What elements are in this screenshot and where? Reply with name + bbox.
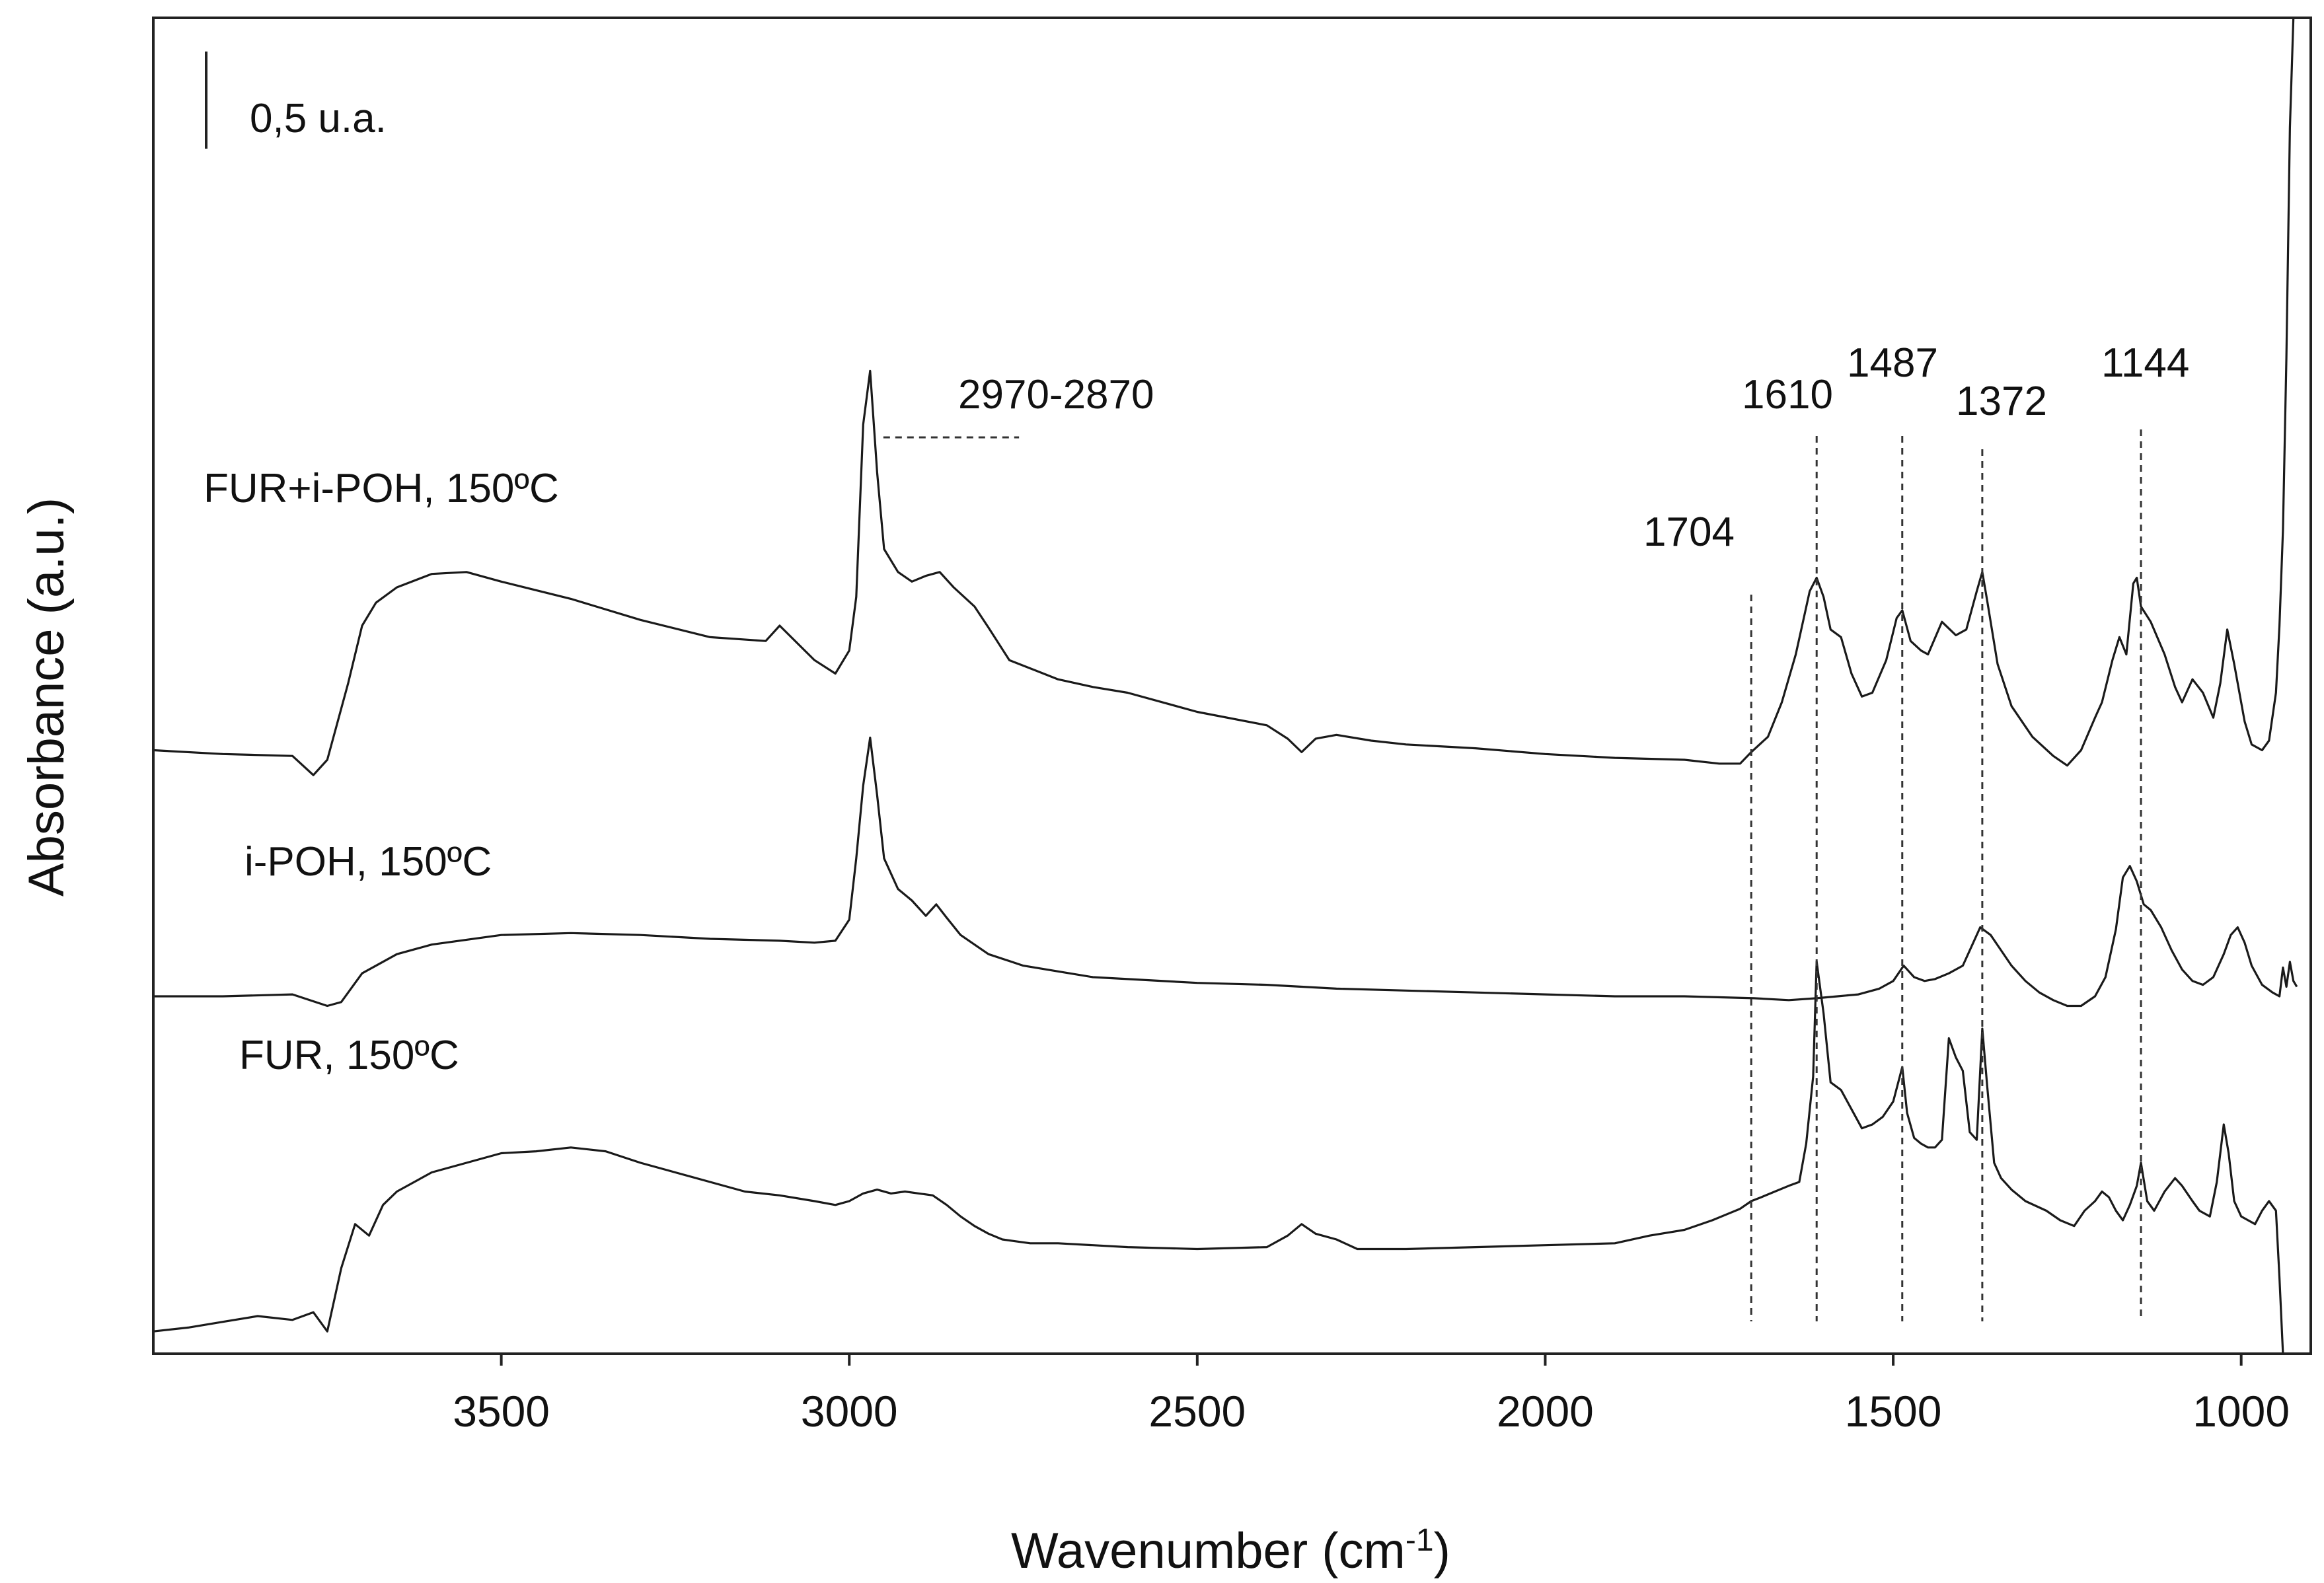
range-annotation-label: 2970-2870	[958, 372, 1154, 418]
series-label-fur: FUR, 150ºC	[239, 1033, 459, 1078]
spectrum-fur-ipoh	[153, 17, 2297, 776]
x-tick-label-2000: 2000	[1497, 1387, 1594, 1436]
reference-lines	[1750, 429, 2142, 1321]
x-tick-label-1000: 1000	[2193, 1387, 2290, 1436]
series-label-fur-ipoh: FUR+i-POH, 150ºC	[204, 466, 559, 511]
x-tick-label-3000: 3000	[801, 1387, 898, 1436]
spectrum-ipoh	[153, 736, 2298, 1008]
peak-label-1372: 1372	[1956, 379, 2047, 424]
y-axis-label: Absorbance (a.u.)	[19, 497, 75, 897]
x-tick-label-2500: 2500	[1148, 1387, 1246, 1436]
peak-label-1610: 1610	[1742, 372, 1833, 418]
peak-label-1487: 1487	[1847, 340, 1938, 386]
spectrum-fur	[153, 960, 2294, 1355]
x-tick-label-1500: 1500	[1845, 1387, 1942, 1436]
x-axis-ticks: 3500 3000 2500 2000 1500 1000	[453, 1354, 2290, 1436]
x-axis-label-close: )	[1434, 1523, 1450, 1579]
x-tick-label-3500: 3500	[453, 1387, 550, 1436]
peak-label-1144: 1144	[2101, 340, 2189, 386]
scale-bar-label: 0,5 u.a.	[250, 96, 387, 141]
x-axis-label-text: Wavenumber (cm	[1011, 1523, 1406, 1579]
x-axis-label: Wavenumber (cm-1)	[1011, 1523, 1450, 1580]
plot-frame	[152, 17, 2312, 1355]
spectra-traces	[153, 17, 2298, 1355]
series-label-ipoh: i-POH, 150ºC	[244, 839, 492, 885]
peak-label-1704: 1704	[1643, 509, 1735, 555]
x-axis-label-superscript: -1	[1406, 1523, 1434, 1558]
